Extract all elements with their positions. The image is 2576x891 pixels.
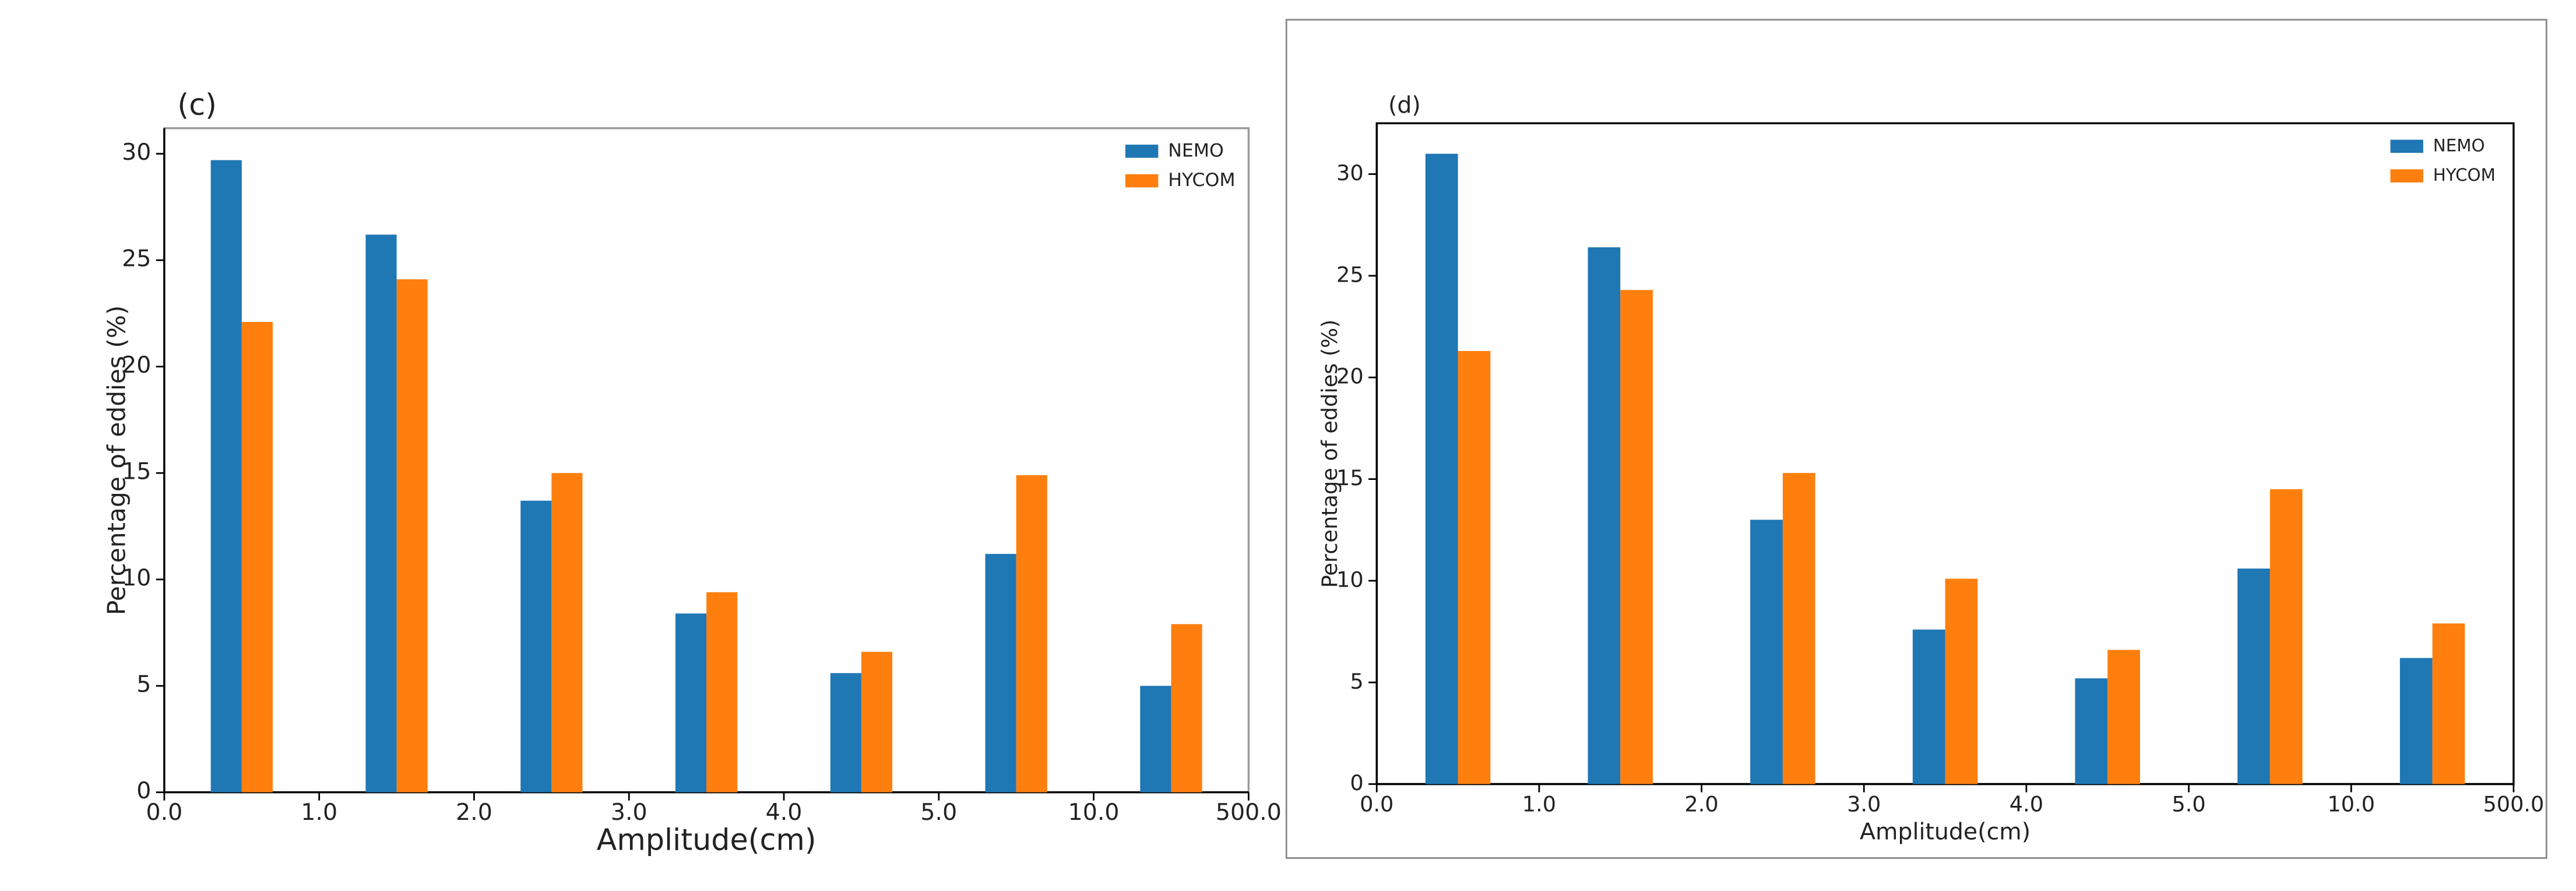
x-tick-label: 1.0 — [1522, 792, 1556, 817]
x-tick-label: 500.0 — [2483, 792, 2544, 817]
y-tick-label: 0 — [136, 777, 151, 804]
y-tick-label: 5 — [136, 671, 151, 698]
y-tick-label: 5 — [1350, 669, 1363, 694]
bar — [706, 592, 738, 792]
bar — [2237, 569, 2270, 784]
legend-swatch — [1125, 174, 1159, 188]
chart-title: (d) — [1388, 92, 1421, 119]
chart-title: (c) — [177, 87, 216, 122]
y-tick-label: 0 — [1350, 770, 1363, 795]
x-tick-label: 3.0 — [1847, 792, 1881, 817]
bar — [551, 473, 583, 792]
y-tick-label: 15 — [122, 458, 151, 485]
bar — [210, 160, 242, 792]
x-tick-label: 500.0 — [1216, 799, 1282, 826]
y-tick-label: 15 — [1336, 465, 1364, 490]
bar — [396, 279, 428, 792]
bar — [2107, 650, 2140, 784]
bar — [1171, 624, 1202, 792]
bar — [830, 673, 861, 792]
y-axis-label: Percentage of eddies (%) — [102, 306, 131, 615]
x-tick-label: 1.0 — [301, 799, 337, 826]
legend-swatch — [2390, 139, 2423, 153]
bar — [861, 651, 893, 792]
y-tick-label: 10 — [122, 564, 151, 591]
y-tick-label: 20 — [1336, 364, 1364, 389]
bar — [1016, 475, 1047, 792]
x-tick-label: 4.0 — [766, 799, 803, 826]
bar — [1425, 153, 1458, 784]
x-tick-label: 2.0 — [456, 799, 492, 826]
y-tick-label: 25 — [122, 245, 151, 272]
bar — [1620, 290, 1653, 784]
bar — [1588, 247, 1621, 784]
bar — [1140, 686, 1171, 792]
x-axis-label: Amplitude(cm) — [1860, 819, 2030, 846]
bar — [675, 613, 707, 792]
bar — [1458, 350, 1491, 784]
bar — [1945, 578, 1978, 784]
y-tick-label: 10 — [1336, 567, 1364, 592]
y-tick-label: 25 — [1336, 262, 1364, 287]
y-tick-label: 20 — [122, 352, 151, 378]
x-tick-label: 3.0 — [611, 799, 647, 826]
bar — [985, 553, 1016, 792]
x-tick-label: 4.0 — [2010, 792, 2043, 817]
y-tick-label: 30 — [122, 139, 151, 166]
x-tick-label: 5.0 — [920, 799, 957, 826]
legend-label: NEMO — [1168, 140, 1224, 161]
bar — [1782, 473, 1815, 784]
panel-frame — [1285, 19, 2547, 859]
bar — [2432, 623, 2465, 784]
bar — [2075, 678, 2108, 784]
x-tick-label: 2.0 — [1684, 792, 1718, 817]
bar — [1912, 629, 1945, 784]
legend-label: NEMO — [2433, 135, 2485, 155]
x-tick-label: 10.0 — [1068, 799, 1120, 826]
x-tick-label: 5.0 — [2172, 792, 2205, 817]
x-tick-label: 0.0 — [1360, 792, 1393, 817]
y-axis-label: Percentage of eddies (%) — [1317, 320, 1342, 588]
bar — [2399, 658, 2433, 784]
bar — [241, 322, 273, 792]
legend-label: HYCOM — [1168, 170, 1235, 191]
legend-swatch — [1125, 145, 1159, 158]
bar — [2269, 489, 2303, 784]
x-axis-label: Amplitude(cm) — [597, 822, 817, 857]
x-tick-label: 0.0 — [146, 799, 183, 826]
bar — [520, 500, 552, 792]
x-tick-label: 10.0 — [2327, 792, 2375, 817]
legend-label: HYCOM — [2433, 165, 2496, 185]
bar — [1750, 520, 1783, 784]
y-tick-label: 30 — [1336, 160, 1364, 185]
bar — [365, 234, 397, 792]
legend-swatch — [2390, 169, 2423, 183]
